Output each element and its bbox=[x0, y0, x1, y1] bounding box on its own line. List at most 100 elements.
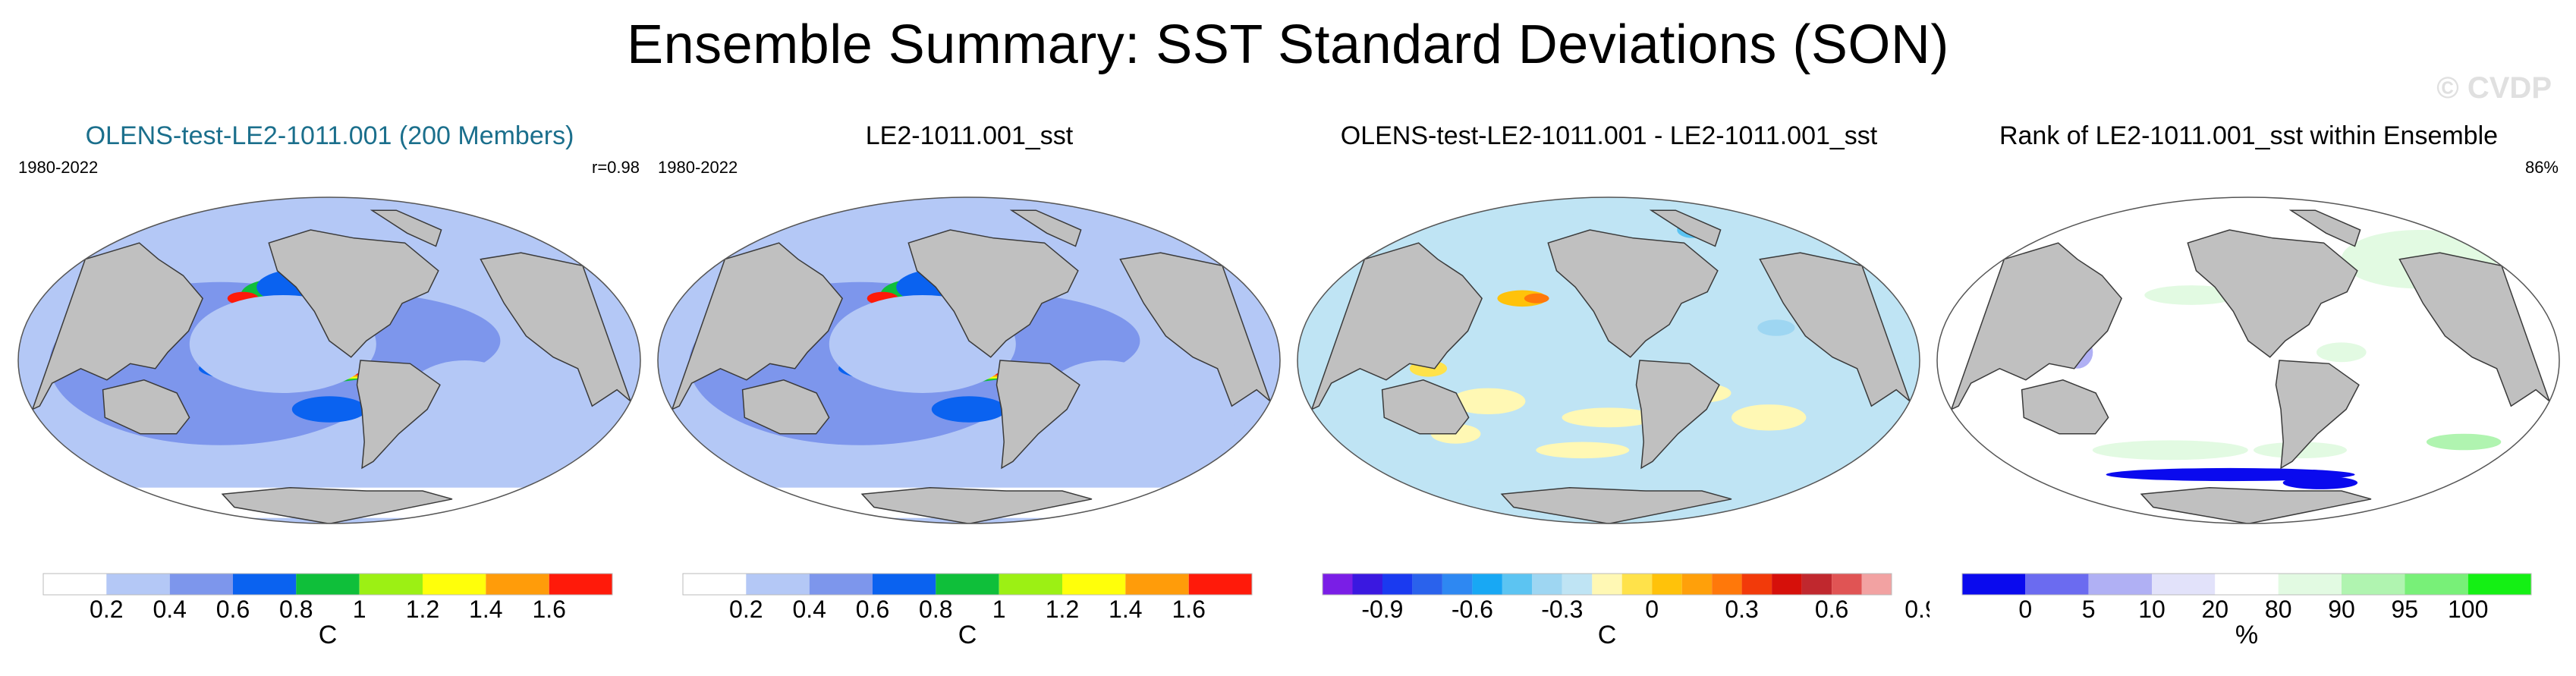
colorbar-swatch-9 bbox=[1592, 574, 1622, 595]
colorbar: -0.9 -0.6 -0.3 0 0.3 0.6 0.9 C bbox=[1322, 573, 1930, 649]
colorbar-tick-label: -0.6 bbox=[1452, 596, 1493, 623]
colorbar-tick-label: 0 bbox=[2018, 596, 2032, 623]
colorbar-swatch-4 bbox=[936, 574, 999, 595]
colorbar-tick-label: 0.2 bbox=[729, 596, 763, 623]
colorbar-swatch-6 bbox=[423, 574, 486, 595]
field-contour-6 bbox=[1731, 404, 1807, 431]
colorbar-swatch-6 bbox=[1502, 574, 1533, 595]
colorbar-frame bbox=[1322, 573, 1892, 596]
colorbar-unit: C bbox=[319, 621, 338, 649]
colorbar-swatch-11 bbox=[1652, 574, 1682, 595]
colorbar-tick-label: 0.8 bbox=[279, 596, 313, 623]
land-greenland bbox=[1009, 209, 1082, 247]
colorbar-swatch-8 bbox=[549, 574, 612, 595]
land-south-america bbox=[2275, 360, 2360, 470]
land-africa-europe bbox=[480, 252, 632, 407]
page-title: Ensemble Summary: SST Standard Deviation… bbox=[627, 14, 1949, 75]
field-contour-10 bbox=[2317, 342, 2367, 363]
land-north-america bbox=[2187, 229, 2358, 358]
world-map-rank bbox=[1936, 197, 2560, 524]
land-south-america bbox=[1635, 360, 1720, 470]
land-asia bbox=[1950, 242, 2122, 410]
map-outline bbox=[1297, 197, 1920, 524]
field-contour-3 bbox=[2144, 285, 2238, 305]
colorbar-swatch-10 bbox=[1621, 574, 1653, 595]
field-contour-11 bbox=[1757, 319, 1795, 336]
colorbar-frame bbox=[1961, 573, 2532, 596]
field-contour-4 bbox=[1451, 388, 1526, 414]
panel-rank: Rank of LE2-1011.001_sst within Ensemble… bbox=[1928, 121, 2569, 652]
colorbar-tick-label: 0.9 bbox=[1904, 596, 1930, 623]
field-contour-3 bbox=[1524, 293, 1549, 303]
panel-title: OLENS-test-LE2-1011.001 (200 Members) bbox=[85, 121, 574, 150]
colorbar-swatch-7 bbox=[2405, 574, 2468, 595]
panel-title: LE2-1011.001_sst bbox=[865, 121, 1074, 150]
colorbar-tick-label: 0.3 bbox=[1725, 596, 1758, 623]
colorbar-tick-label: 0 bbox=[1645, 596, 1659, 623]
colorbar-tick-label: 1.2 bbox=[1046, 596, 1079, 623]
panel-title: OLENS-test-LE2-1011.001 - LE2-1011.001_s… bbox=[1340, 121, 1878, 150]
colorbar-unit: % bbox=[2235, 621, 2258, 649]
colorbar-tick-label: 1.6 bbox=[1172, 596, 1205, 623]
colorbar-tick-label: 0.2 bbox=[90, 596, 123, 623]
land-south-america bbox=[995, 360, 1080, 470]
land-asia bbox=[1310, 242, 1483, 410]
colorbar-swatch-2 bbox=[809, 574, 873, 595]
field-contour-5 bbox=[1562, 407, 1656, 428]
colorbar-swatch-8 bbox=[2467, 574, 2531, 595]
field-contour-6 bbox=[2426, 433, 2502, 451]
colorbar-swatch-8 bbox=[1562, 574, 1593, 595]
panel-le2-member: LE2-1011.001_sst 1980-2022 0.2 0.4 0.6 0.8 1… bbox=[649, 121, 1290, 652]
colorbar-swatch-17 bbox=[1832, 574, 1862, 595]
panel-difference: OLENS-test-LE2-1011.001 - LE2-1011.001_s… bbox=[1288, 121, 1930, 652]
land-australia bbox=[1381, 379, 1470, 435]
land-africa-europe bbox=[1119, 252, 1272, 407]
panel-olens-ensemble: OLENS-test-LE2-1011.001 (200 Members) 19… bbox=[9, 121, 650, 652]
colorbar-swatch-5 bbox=[999, 574, 1062, 595]
land-north-america bbox=[907, 229, 1079, 358]
colorbar-swatch-3 bbox=[873, 574, 936, 595]
panel-stat: 86% bbox=[2524, 158, 2559, 177]
land-north-america bbox=[1547, 229, 1719, 358]
colorbar-swatch-7 bbox=[1532, 574, 1562, 595]
colorbar-swatch-1 bbox=[106, 574, 170, 595]
colorbar-tick-label: 0.6 bbox=[1815, 596, 1848, 623]
field-contour-7 bbox=[2106, 467, 2355, 482]
colorbar-swatch-2 bbox=[2088, 574, 2152, 595]
land-africa-europe bbox=[2398, 252, 2551, 407]
colorbar-swatch-7 bbox=[1125, 574, 1189, 595]
land-north-america bbox=[268, 229, 439, 358]
colorbar-tick-label: 90 bbox=[2328, 596, 2355, 623]
colorbar-swatch-6 bbox=[1062, 574, 1126, 595]
colorbar-swatch-0 bbox=[1962, 574, 2026, 595]
colorbar-swatch-0 bbox=[43, 574, 107, 595]
colorbar-frame bbox=[682, 573, 1253, 596]
colorbar-swatch-0 bbox=[683, 574, 747, 595]
colorbar-tick-label: 100 bbox=[2448, 596, 2488, 623]
colorbar-swatch-12 bbox=[1681, 574, 1713, 595]
colorbar: 0 5 10 20 80 90 95 100% bbox=[1961, 573, 2532, 649]
colorbar-tick-label: -0.9 bbox=[1361, 596, 1403, 623]
land-antarctica bbox=[221, 486, 453, 524]
colorbar-tick-label: 95 bbox=[2392, 596, 2419, 623]
colorbar: 0.2 0.4 0.6 0.8 1 1.2 1.4 1.6 C bbox=[682, 573, 1253, 649]
colorbar-swatch-18 bbox=[1861, 574, 1892, 595]
colorbar-swatch-1 bbox=[1352, 574, 1382, 595]
land-greenland bbox=[1649, 209, 1722, 247]
cvdp-watermark: © CVDP bbox=[2436, 71, 2552, 105]
field-contour-8 bbox=[2282, 476, 2358, 489]
colorbar-swatch-2 bbox=[169, 574, 233, 595]
panel-period: 1980-2022 bbox=[658, 158, 738, 177]
colorbar-tick-label: -0.3 bbox=[1541, 596, 1583, 623]
land-antarctica bbox=[1500, 486, 1732, 524]
land-asia bbox=[31, 242, 203, 410]
colorbar-swatch-1 bbox=[746, 574, 810, 595]
field-contour-4 bbox=[2092, 440, 2248, 461]
panel-period: 1980-2022 bbox=[18, 158, 99, 177]
colorbar-unit: C bbox=[1598, 621, 1617, 649]
colorbar-tick-label: 80 bbox=[2265, 596, 2292, 623]
colorbar-swatch-14 bbox=[1741, 574, 1772, 595]
colorbar-swatch-5 bbox=[1472, 574, 1502, 595]
colorbar-swatch-6 bbox=[2342, 574, 2405, 595]
world-map-sst-stddev bbox=[17, 197, 641, 524]
